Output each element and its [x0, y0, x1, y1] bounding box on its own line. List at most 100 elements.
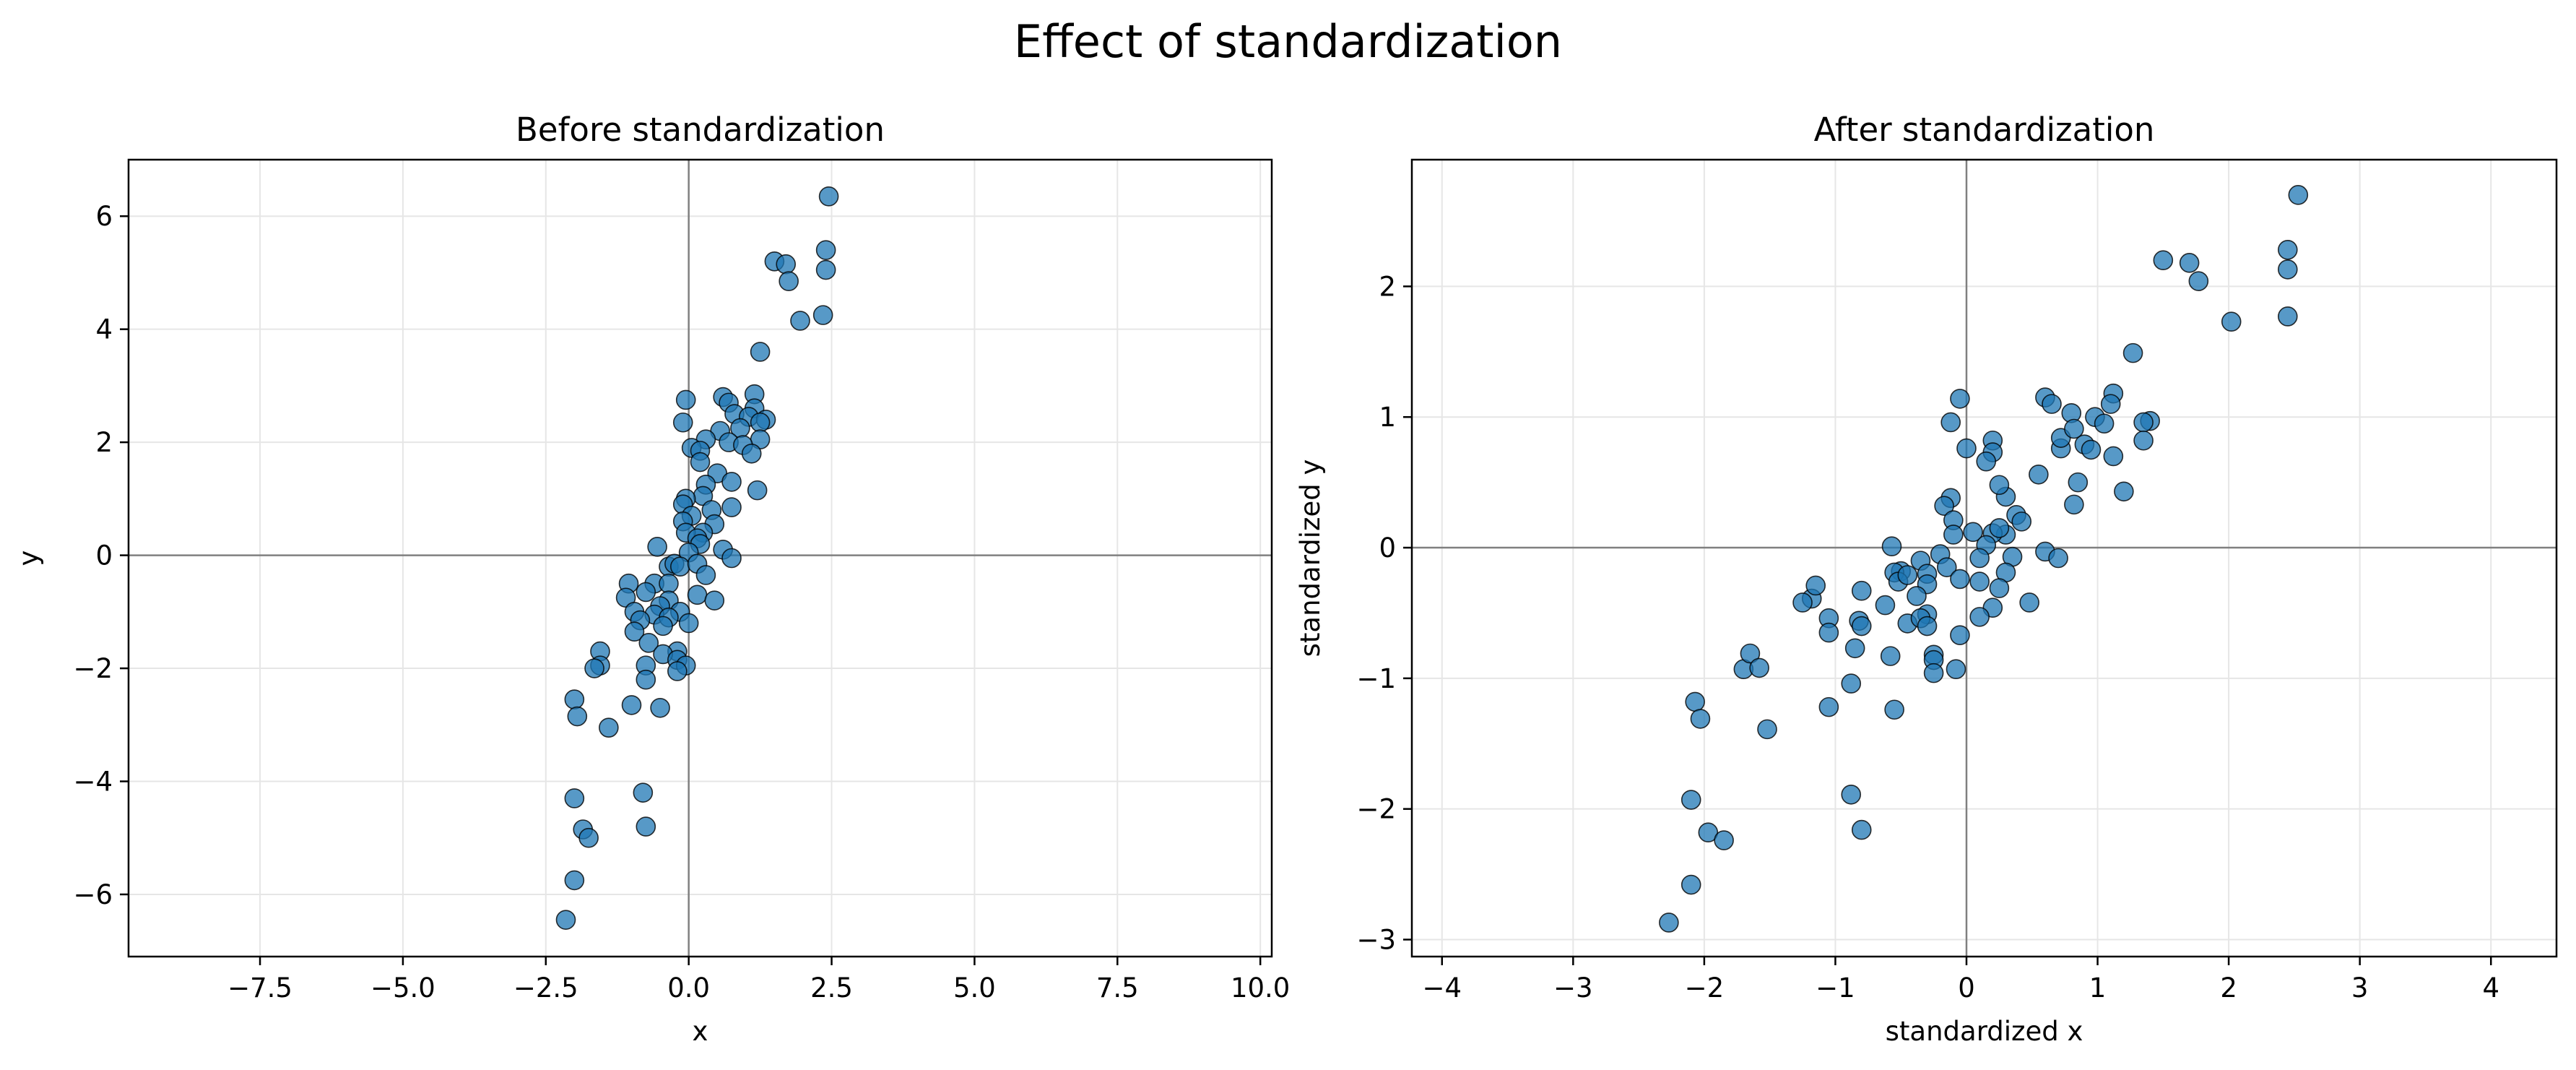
data-point — [747, 480, 768, 501]
data-point — [638, 633, 659, 653]
y-tick-label: −2 — [73, 653, 113, 684]
data-point — [1757, 719, 1777, 740]
x-tick-label: 2 — [2220, 972, 2237, 1004]
data-point — [815, 259, 836, 280]
data-point — [1818, 696, 1839, 717]
data-point — [1940, 412, 1961, 433]
panel-title: Before standardization — [516, 111, 885, 149]
x-tick-label: 4 — [2482, 972, 2499, 1004]
data-point — [1841, 673, 1862, 694]
data-point — [2019, 592, 2039, 613]
data-point — [1681, 790, 1701, 810]
data-point — [636, 669, 656, 690]
data-point — [1844, 638, 1865, 659]
left-scatter-panel: −7.5 −5.0 −2.5 0.0 2.5 5.0 7.5 10.0 −6 −4 −2 0 2 4 6 Be… — [13, 111, 1290, 1047]
data-point — [1956, 438, 1977, 459]
data-point — [1907, 586, 1927, 606]
x-tick-label: −5.0 — [370, 972, 435, 1004]
data-point — [2094, 413, 2115, 434]
data-point — [2064, 494, 2084, 515]
x-tick-label: 5.0 — [953, 972, 996, 1004]
data-point — [667, 661, 688, 681]
data-point — [2029, 464, 2049, 485]
data-point — [750, 412, 771, 433]
data-point — [2133, 430, 2154, 451]
data-point — [1851, 580, 1872, 601]
data-point — [1950, 625, 1970, 645]
data-point — [621, 695, 642, 715]
panel-title: After standardization — [1814, 111, 2155, 149]
y-tick-label: 2 — [95, 427, 113, 458]
data-point — [2042, 394, 2062, 414]
data-point — [578, 827, 599, 848]
data-point — [2100, 394, 2121, 414]
data-point — [1805, 575, 1826, 596]
plot-frame — [127, 158, 1273, 958]
data-point — [564, 689, 585, 709]
data-point — [779, 271, 799, 291]
data-point — [1950, 389, 1970, 409]
data-point — [790, 311, 810, 331]
data-point — [1659, 912, 1679, 933]
data-point — [1989, 518, 2010, 538]
data-point — [1950, 569, 1970, 590]
x-tick-label: −4 — [1422, 972, 1462, 1004]
data-point — [1917, 616, 1938, 637]
data-point — [1969, 607, 1990, 627]
data-point — [1740, 643, 1761, 664]
data-point — [721, 497, 742, 517]
data-point — [776, 254, 797, 275]
data-point — [672, 412, 693, 433]
data-point — [2153, 250, 2174, 271]
x-tick-label: −3 — [1553, 972, 1593, 1004]
data-point — [659, 573, 679, 594]
data-point — [1851, 819, 1872, 840]
data-point — [669, 556, 690, 577]
y-tick-label: 2 — [1379, 271, 1396, 302]
data-point — [1875, 595, 1896, 616]
y-axis-label: standardized y — [1295, 460, 1326, 657]
data-point — [647, 537, 667, 557]
data-point — [1818, 622, 1839, 643]
data-point — [650, 698, 670, 718]
y-tick-label: −4 — [73, 766, 113, 797]
x-tick-label: −2.5 — [513, 972, 578, 1004]
data-point — [2278, 239, 2298, 260]
data-point — [1923, 663, 1944, 683]
y-tick-label: −3 — [1356, 924, 1396, 955]
data-point — [750, 342, 771, 362]
data-point — [1989, 578, 2010, 598]
data-point — [687, 584, 708, 605]
data-point — [555, 910, 576, 930]
data-point — [624, 621, 645, 642]
data-point — [2221, 311, 2242, 332]
data-point — [1749, 657, 1769, 678]
data-point — [2081, 439, 2102, 460]
data-point — [584, 658, 604, 678]
data-point — [2122, 342, 2143, 363]
data-point — [2068, 472, 2089, 493]
y-tick-label: 0 — [1379, 532, 1396, 564]
y-tick-label: −2 — [1356, 794, 1396, 825]
data-point — [1884, 699, 1904, 720]
data-point — [1841, 784, 1862, 805]
x-tick-label: 7.5 — [1096, 972, 1139, 1004]
data-point — [1946, 659, 1966, 679]
data-point — [2103, 446, 2124, 467]
data-point — [2278, 259, 2298, 280]
data-point — [1792, 592, 1813, 613]
data-point — [636, 816, 656, 837]
data-point — [695, 565, 716, 585]
data-point — [1685, 691, 1705, 712]
y-tick-label: −1 — [1356, 663, 1396, 694]
x-tick-label: −2 — [1685, 972, 1725, 1004]
data-point — [1976, 451, 1997, 472]
x-tick-label: 2.5 — [810, 972, 853, 1004]
x-tick-label: −7.5 — [227, 972, 292, 1004]
x-axis-label: standardized x — [1886, 1016, 2083, 1047]
data-point — [1690, 709, 1711, 729]
data-point — [564, 870, 585, 891]
data-point — [721, 548, 742, 569]
data-point — [1698, 822, 1719, 843]
